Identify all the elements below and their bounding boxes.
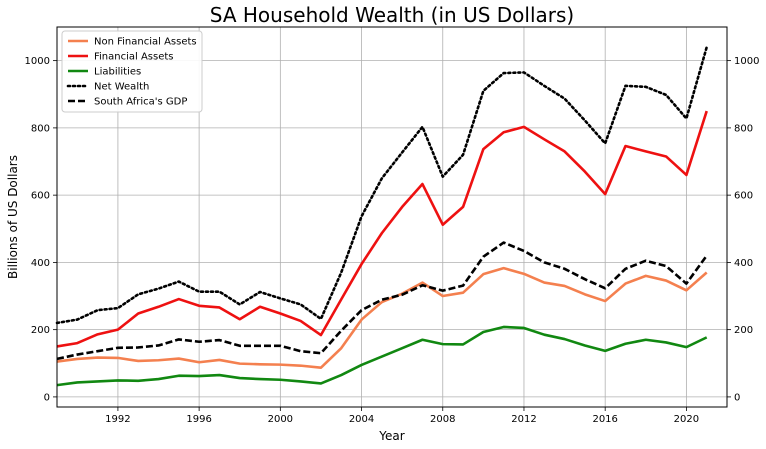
y-tick-label-left: 400 [31, 258, 50, 269]
y-axis-label: Billions of US Dollars [6, 155, 20, 279]
y-tick-label-left: 1000 [25, 56, 50, 67]
x-tick-label: 2020 [674, 414, 699, 425]
legend-label: Financial Assets [94, 52, 174, 63]
series-layer [55, 45, 709, 387]
legend-label: Liabilities [94, 67, 141, 78]
x-tick-label: 2004 [349, 414, 374, 425]
y-tick-label-right: 1000 [734, 56, 759, 67]
y-tick-label-left: 800 [31, 123, 50, 134]
y-tick-label-left: 0 [44, 392, 50, 403]
legend-label: Non Financial Assets [94, 37, 197, 48]
y-tick-label-right: 600 [734, 191, 753, 202]
y-tick-label-right: 400 [734, 258, 753, 269]
x-tick-label: 2000 [268, 414, 293, 425]
y-tick-label-left: 200 [31, 325, 50, 336]
series-line-liabilities [56, 325, 708, 387]
y-tick-label-right: 0 [734, 392, 740, 403]
y-tick-label-left: 600 [31, 191, 50, 202]
legend: Non Financial Assets Financial Assets Liab… [61, 30, 203, 113]
axes: 1992 1996 2000 2004 2008 2012 2016 2020 0 0 200 200… [25, 56, 760, 425]
x-tick-label: 2008 [430, 414, 455, 425]
legend-box [61, 30, 203, 113]
y-tick-label-right: 800 [734, 123, 753, 134]
x-axis-label: Year [378, 429, 404, 443]
x-tick-label: 2016 [592, 414, 617, 425]
chart-title: SA Household Wealth (in US Dollars) [210, 3, 574, 27]
series-line-non-financial-assets [56, 266, 708, 369]
plot-frame [56, 26, 728, 408]
legend-label: Net Wealth [94, 82, 149, 93]
grid-lines [57, 27, 727, 407]
y-tick-label-right: 200 [734, 325, 753, 336]
x-tick-label: 2012 [511, 414, 536, 425]
x-tick-label: 1992 [105, 414, 130, 425]
series-line-net-wealth [55, 45, 709, 325]
legend-label: South Africa's GDP [94, 97, 187, 108]
series-line-financial-assets [56, 110, 708, 348]
x-tick-label: 1996 [186, 414, 211, 425]
